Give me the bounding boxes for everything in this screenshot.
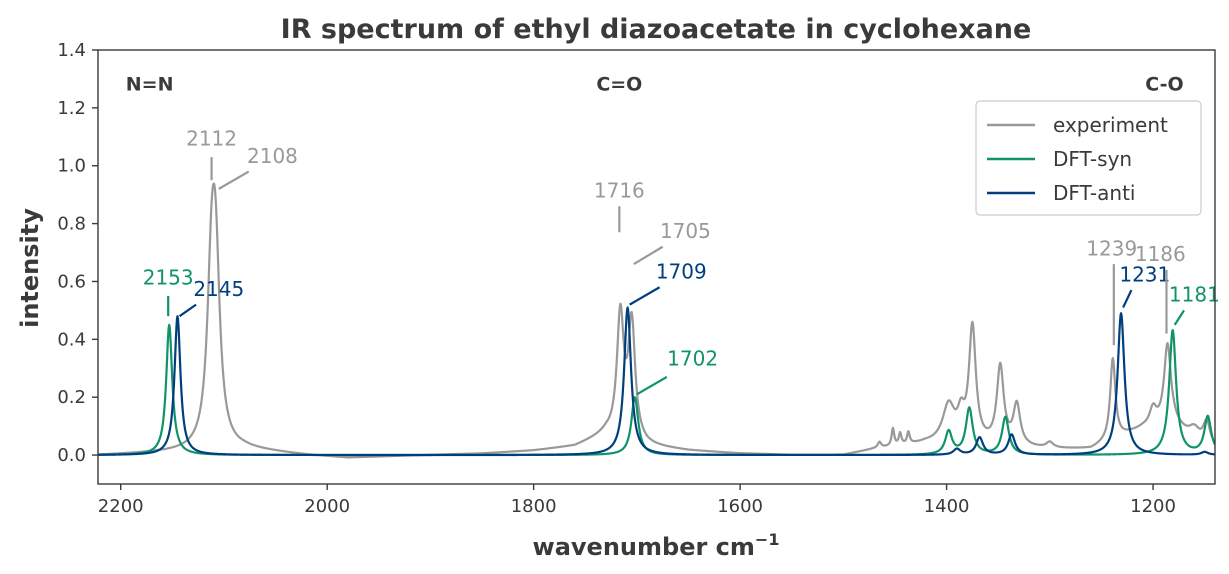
series-layer	[98, 182, 1215, 459]
annotation-leader-1709	[629, 286, 661, 306]
x-tick-label: 2200	[98, 496, 144, 517]
y-tick-label: 1.0	[57, 156, 86, 177]
plot-frame	[97, 49, 1216, 485]
annotation-label-1231: 1231	[1119, 262, 1170, 286]
y-tick-label: 0.2	[57, 387, 86, 408]
legend: experiment DFT-syn DFT-anti	[975, 100, 1202, 216]
annotation-label-2145: 2145	[193, 277, 244, 301]
x-axis-label: wavenumber cm−1	[533, 530, 780, 561]
annotation-leader-1702	[636, 375, 668, 396]
annotation-label-1709: 1709	[656, 260, 707, 284]
y-axis-label: intensity	[16, 208, 44, 328]
x-tick-label: 1400	[924, 496, 970, 517]
annotation-label-2153: 2153	[143, 265, 194, 289]
region-label-c-o: C=O	[596, 74, 642, 96]
annotation-layer: 2112 2108 1716 1705 2153 2145 1709 1702 12391231…	[143, 126, 1220, 396]
annotation-label-1181: 1181	[1169, 283, 1220, 307]
series-line-dft-anti	[98, 306, 1215, 457]
x-tick-label: 1800	[511, 496, 557, 517]
y-tick-label: 1.4	[57, 40, 86, 61]
y-tick-label: 0.4	[57, 329, 86, 350]
y-tick-label: 1.2	[57, 98, 86, 119]
annotation-leader-1181	[1173, 309, 1185, 326]
annotation-leader-1705	[633, 245, 664, 266]
y-tick-label: 0.0	[57, 445, 86, 466]
annotation-label-1239: 1239	[1086, 236, 1137, 260]
annotation-label-1716: 1716	[594, 179, 645, 203]
x-tick-label: 2000	[304, 496, 350, 517]
y-tick-label: 0.8	[57, 214, 86, 235]
annotation-leader-2145	[178, 303, 197, 318]
legend-label-dft-anti: DFT-anti	[1053, 181, 1135, 205]
region-label-n-n: N=N	[126, 74, 174, 96]
region-label-c-o: C-O	[1145, 74, 1183, 96]
legend-box	[975, 100, 1202, 216]
series-line-experiment	[98, 182, 1215, 459]
x-axis-label-superscript: −1	[755, 530, 780, 549]
region-labels: N=N C=O C-O	[126, 74, 1184, 96]
annotation-leader-1231	[1122, 289, 1133, 308]
series-line-dft-syn	[98, 323, 1215, 457]
annotation-label-1702: 1702	[667, 346, 718, 370]
annotation-label-2108: 2108	[247, 144, 298, 168]
x-axis-label-text: wavenumber cm	[533, 533, 755, 561]
legend-label-experiment: experiment	[1053, 113, 1168, 137]
annotation-label-2112: 2112	[186, 126, 237, 150]
y-tick-label: 0.6	[57, 271, 86, 292]
legend-label-dft-syn: DFT-syn	[1053, 147, 1132, 171]
chart-title: IR spectrum of ethyl diazoacetate in cyc…	[281, 14, 1032, 45]
annotation-leader-2108	[218, 170, 250, 190]
y-axis: 0.0 0.2 0.4 0.6 0.8 1.0 1.2 1.4	[57, 40, 98, 466]
annotation-label-1186: 1186	[1135, 242, 1186, 266]
x-tick-label: 1200	[1130, 496, 1176, 517]
x-tick-label: 1600	[717, 496, 763, 517]
x-axis: 2200 2000 1800 1600 1400 1200	[98, 484, 1176, 517]
annotation-label-1705: 1705	[660, 219, 711, 243]
